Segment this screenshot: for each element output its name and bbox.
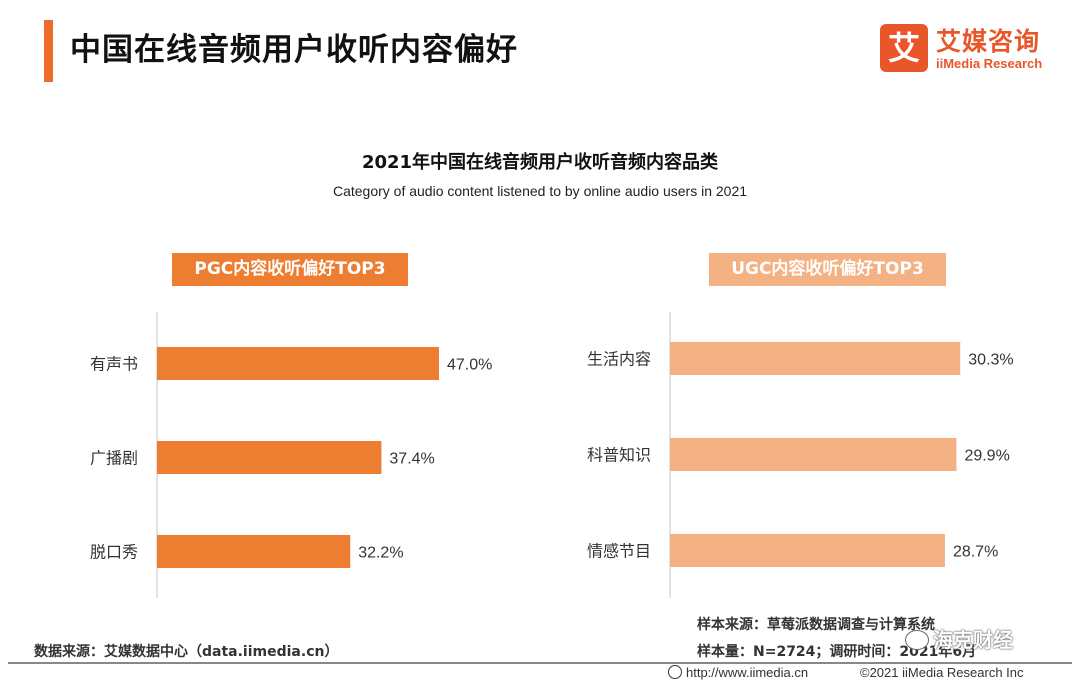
watermark: 海克财经 <box>905 624 1013 653</box>
footer-url-text: http://www.iimedia.cn <box>686 665 809 680</box>
ugc-value-label-2: 28.7% <box>953 544 998 561</box>
pgc-value-label-1: 37.4% <box>389 451 434 468</box>
pgc-category-label-0: 有声书 <box>90 355 138 374</box>
page-title: 中国在线音频用户收听内容偏好 <box>70 32 518 68</box>
footer-sample-size: 样本量：N=2724；调研时间：2021年6月 <box>697 644 977 660</box>
title-accent-bar <box>44 20 53 82</box>
pgc-panel-title: PGC内容收听偏好TOP3 <box>172 253 408 286</box>
ugc-category-label-1: 科普知识 <box>587 446 651 465</box>
globe-icon <box>668 665 682 679</box>
footer-divider <box>8 662 1072 664</box>
pgc-bar-2 <box>157 535 351 568</box>
footer-data-source: 数据来源：艾媒数据中心（data.iimedia.cn） <box>34 644 339 660</box>
logo-badge: 艾 <box>880 24 928 72</box>
ugc-category-label-2: 情感节目 <box>587 542 651 561</box>
ugc-panel-title: UGC内容收听偏好TOP3 <box>709 253 946 286</box>
pgc-value-label-2: 32.2% <box>358 545 403 562</box>
footer-sample-source: 样本来源：草莓派数据调查与计算系统 <box>697 617 935 633</box>
ugc-category-label-0: 生活内容 <box>587 350 651 369</box>
chart-title: 2021年中国在线音频用户收听音频内容品类 <box>361 152 719 173</box>
pgc-category-label-2: 脱口秀 <box>90 543 138 562</box>
ugc-value-label-1: 29.9% <box>964 448 1009 465</box>
ugc-bar-2 <box>670 534 945 567</box>
watermark-text: 海克财经 <box>933 628 1013 652</box>
pgc-value-label-0: 47.0% <box>447 357 492 374</box>
chart-subtitle: Category of audio content listened to by… <box>332 183 748 199</box>
footer-copyright: ©2021 iiMedia Research Inc <box>860 665 1024 680</box>
ugc-bar-1 <box>670 438 957 471</box>
logo-name-en: iiMedia Research <box>936 56 1043 71</box>
logo-name-cn: 艾媒咨询 <box>936 27 1041 56</box>
pgc-category-label-1: 广播剧 <box>90 449 138 468</box>
ugc-bar-0 <box>670 342 961 375</box>
footer-url: http://www.iimedia.cn <box>668 665 808 680</box>
iimedia-logo: 艾 艾媒咨询 iiMedia Research <box>880 24 1060 80</box>
ugc-value-label-0: 30.3% <box>968 352 1013 369</box>
pgc-bar-1 <box>157 441 382 474</box>
wechat-icon <box>905 630 929 650</box>
pgc-bar-0 <box>157 347 439 380</box>
